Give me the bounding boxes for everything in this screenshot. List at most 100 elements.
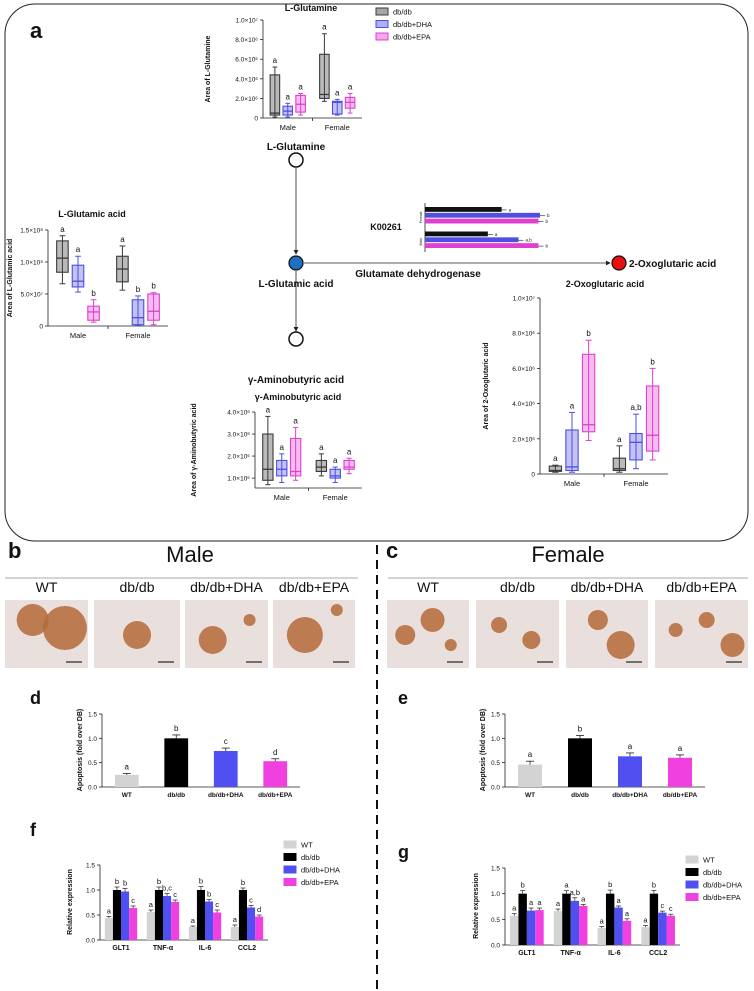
y-axis-label: Apoptosis (fold over DB) — [480, 709, 487, 791]
x-tick-label: Male — [564, 479, 580, 488]
legend-label: db/db+DHA — [703, 881, 742, 890]
panel-label: d — [30, 688, 41, 708]
box — [645, 385, 660, 452]
node — [611, 255, 627, 271]
significance-letter: b — [586, 329, 591, 338]
x-tick-label: Male — [280, 123, 296, 132]
significance-letter: a — [570, 401, 575, 410]
y-axis-label: Apoptosis (fold over DB) — [77, 709, 84, 791]
legend-label: db/db — [301, 853, 320, 862]
significance-letter: a — [643, 915, 648, 924]
x-tick-label: db/db+DHA — [208, 792, 244, 799]
significance-letter: a — [625, 909, 630, 918]
enzyme-label: Glutamate dehydrogenase — [355, 269, 481, 280]
x-tick-label: CCL2 — [238, 945, 256, 952]
y-tick-label: 1.5 — [491, 866, 500, 873]
x-tick-label: db/db+EPA — [663, 792, 698, 799]
box — [147, 293, 160, 321]
bar — [163, 896, 172, 940]
y-tick-label: 1.5 — [86, 863, 95, 870]
significance-letter: b — [652, 881, 656, 890]
micrograph — [185, 600, 268, 668]
significance-letter: a — [617, 435, 622, 444]
y-tick-label: 0.0 — [86, 938, 95, 945]
bar — [510, 915, 519, 945]
bar — [562, 893, 571, 945]
y-tick-label: 2.0×10⁶ — [227, 454, 250, 461]
x-tick-label: GLT1 — [112, 945, 129, 952]
significance-letter: a — [537, 898, 542, 907]
panel-label: c — [386, 538, 398, 563]
significance-letter: c — [131, 896, 135, 905]
box — [343, 459, 355, 470]
significance-letter: b,c — [162, 884, 172, 893]
panel-label: a — [30, 18, 43, 43]
bar — [121, 891, 130, 940]
y-tick-label: 1.0×10⁷ — [236, 18, 259, 25]
legend-label: db/db+DHA — [393, 20, 432, 29]
bar — [114, 774, 139, 787]
y-tick-label: 0 — [254, 116, 258, 123]
significance-letter: a — [149, 900, 154, 909]
x-tick-label: WT — [525, 792, 535, 799]
y-axis-label: Area of γ-Aminobutyric acid — [191, 403, 198, 496]
y-tick-label: 1.0×10⁸ — [20, 260, 43, 267]
y-axis-label: Area of L-Glutamic acid — [7, 239, 14, 318]
significance-letter: b — [115, 877, 119, 886]
bar — [129, 908, 138, 940]
significance-letter: a — [266, 405, 271, 414]
legend-label: db/db+DHA — [301, 866, 340, 875]
bar — [570, 900, 580, 945]
islet — [16, 604, 49, 636]
node — [288, 331, 304, 347]
y-tick-label: 1.0 — [88, 736, 97, 743]
y-tick-label: 0.0 — [88, 785, 97, 792]
bar — [535, 910, 544, 945]
x-tick-label: db/db+DHA — [612, 792, 648, 799]
significance-letter: a — [191, 916, 196, 925]
legend-swatch — [685, 880, 699, 889]
x-tick-label: Male — [70, 331, 86, 340]
bar — [425, 212, 540, 218]
bar — [196, 890, 205, 940]
y-tick-label: 0 — [39, 324, 43, 331]
significance-letter: a — [333, 456, 338, 465]
y-tick-label: 8.0×10⁶ — [512, 331, 535, 338]
legend-swatch — [685, 868, 699, 876]
bar — [614, 907, 623, 945]
box — [612, 457, 627, 472]
chart-title: L-Glutamic acid — [58, 209, 126, 219]
legend-swatch — [283, 853, 297, 861]
y-tick-label: 1.5 — [491, 712, 500, 719]
y-tick-label: 1.5×10⁸ — [20, 228, 43, 235]
legend-label: WT — [301, 841, 313, 850]
bar — [668, 757, 692, 787]
box — [71, 264, 85, 288]
bar — [213, 750, 238, 787]
bar — [425, 231, 488, 237]
islet — [522, 631, 541, 649]
bar — [230, 927, 239, 940]
y-tick-label: 8.0×10⁶ — [235, 37, 258, 44]
bar — [425, 207, 502, 212]
bar — [605, 893, 615, 945]
significance-letter: d — [273, 748, 277, 757]
section-title: Male — [166, 542, 214, 567]
legend-label: db/db+EPA — [393, 33, 431, 42]
legend-swatch — [375, 7, 389, 16]
islet — [587, 610, 608, 630]
significance-letter: a,b — [570, 888, 580, 897]
box — [289, 437, 302, 477]
significance-letter: a — [107, 907, 112, 916]
bar — [641, 927, 650, 945]
significance-letter: c — [224, 737, 228, 746]
box — [315, 459, 328, 473]
legend-label: db/db — [393, 8, 412, 17]
significance-letter: a — [319, 443, 324, 452]
legend-swatch — [283, 878, 297, 886]
y-tick-label: 2.0×10⁶ — [235, 96, 258, 103]
bar — [526, 910, 536, 945]
x-tick-label: db/db+EPA — [258, 792, 293, 799]
y-tick-label: 0.0 — [491, 943, 500, 950]
